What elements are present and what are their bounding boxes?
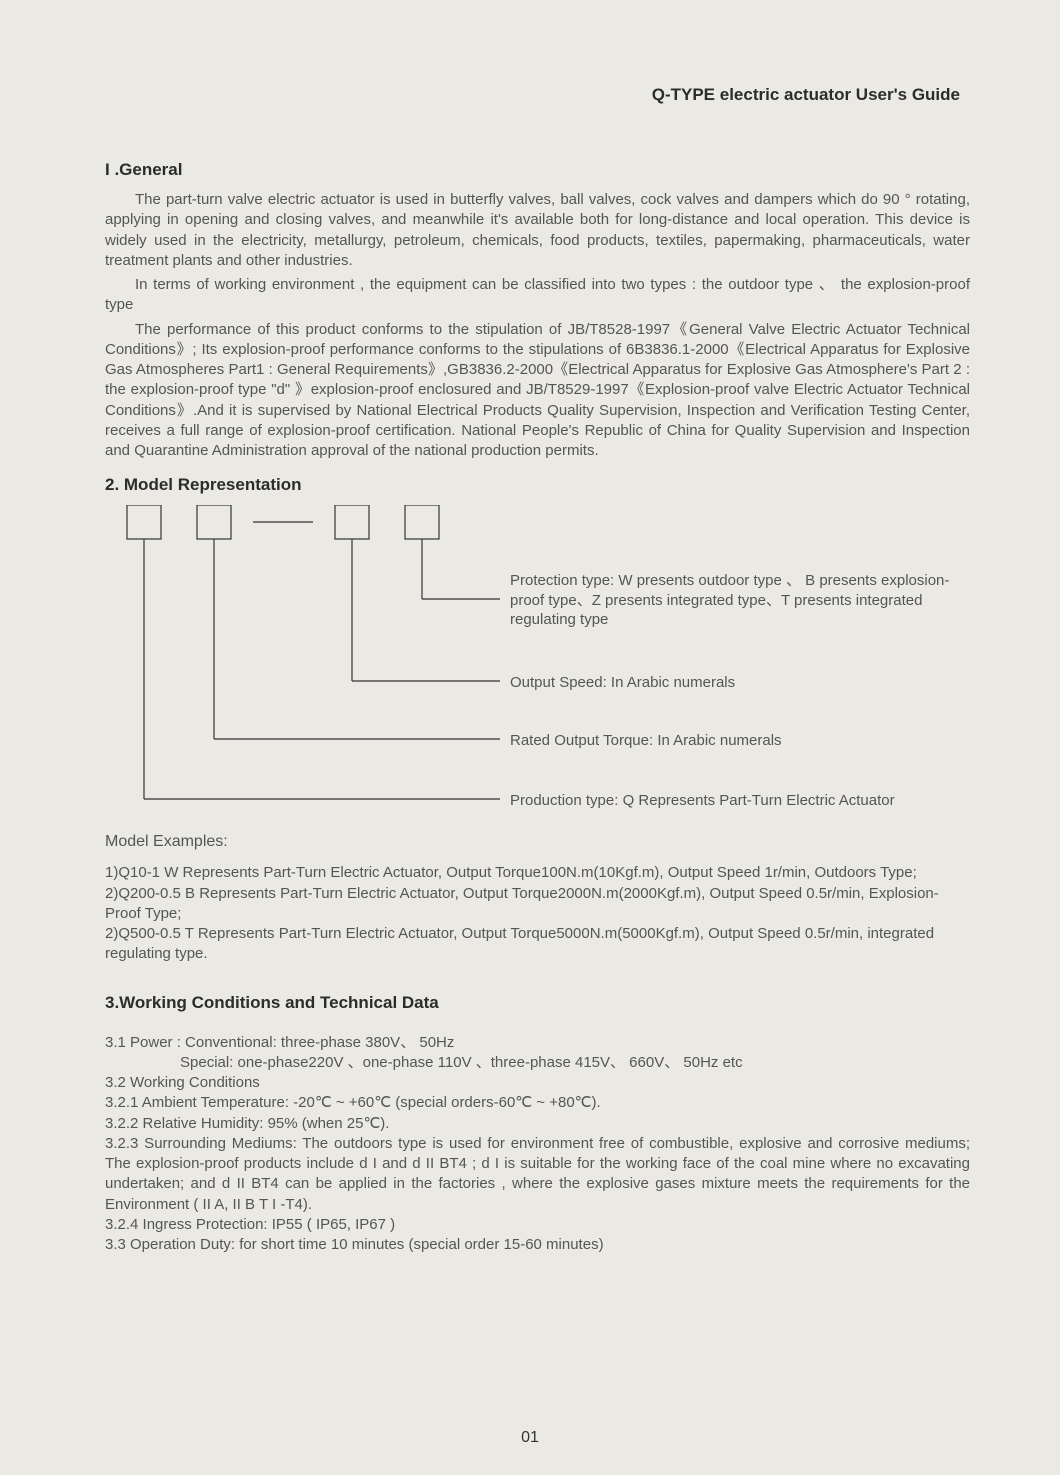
diagram-label-protection: Protection type: W presents outdoor type… <box>510 571 965 630</box>
tech-line: Special: one-phase220V 、one-phase 110V 、… <box>105 1053 970 1073</box>
tech-line: 3.2 Working Conditions <box>105 1073 970 1093</box>
diagram-label-speed: Output Speed: In Arabic numerals <box>510 673 735 693</box>
diagram-label-production: Production type: Q Represents Part-Turn … <box>510 791 895 811</box>
section-1-paragraph: In terms of working environment , the eq… <box>105 275 970 316</box>
document-page: Q-TYPE electric actuator User's Guide I … <box>0 0 1060 1475</box>
section-1-paragraph: The performance of this product conforms… <box>105 320 970 462</box>
page-title: Q-TYPE electric actuator User's Guide <box>105 85 970 105</box>
model-examples-title: Model Examples: <box>105 833 970 851</box>
page-number: 01 <box>0 1429 1060 1447</box>
section-1-paragraph: The part-turn valve electric actuator is… <box>105 190 970 271</box>
model-example: 2)Q200-0.5 B Represents Part-Turn Electr… <box>105 884 970 925</box>
model-example: 1)Q10-1 W Represents Part-Turn Electric … <box>105 863 970 883</box>
tech-line: 3.2.4 Ingress Protection: IP55 ( IP65, I… <box>105 1215 970 1235</box>
diagram-label-torque: Rated Output Torque: In Arabic numerals <box>510 731 782 751</box>
section-1-title: I .General <box>105 160 970 180</box>
tech-line: 3.3 Operation Duty: for short time 10 mi… <box>105 1235 970 1255</box>
section-3-title: 3.Working Conditions and Technical Data <box>105 993 970 1013</box>
tech-line: 3.1 Power : Conventional: three-phase 38… <box>105 1033 970 1053</box>
section-2-title: 2. Model Representation <box>105 475 970 495</box>
model-diagram-svg <box>105 505 975 825</box>
tech-line: 3.2.3 Surrounding Mediums: The outdoors … <box>105 1134 970 1215</box>
tech-line: 3.2.1 Ambient Temperature: -20℃ ~ +60℃ (… <box>105 1093 970 1113</box>
tech-line: 3.2.2 Relative Humidity: 95% (when 25℃). <box>105 1114 970 1134</box>
model-example: 2)Q500-0.5 T Represents Part-Turn Electr… <box>105 924 970 965</box>
model-diagram: Protection type: W presents outdoor type… <box>105 505 970 825</box>
